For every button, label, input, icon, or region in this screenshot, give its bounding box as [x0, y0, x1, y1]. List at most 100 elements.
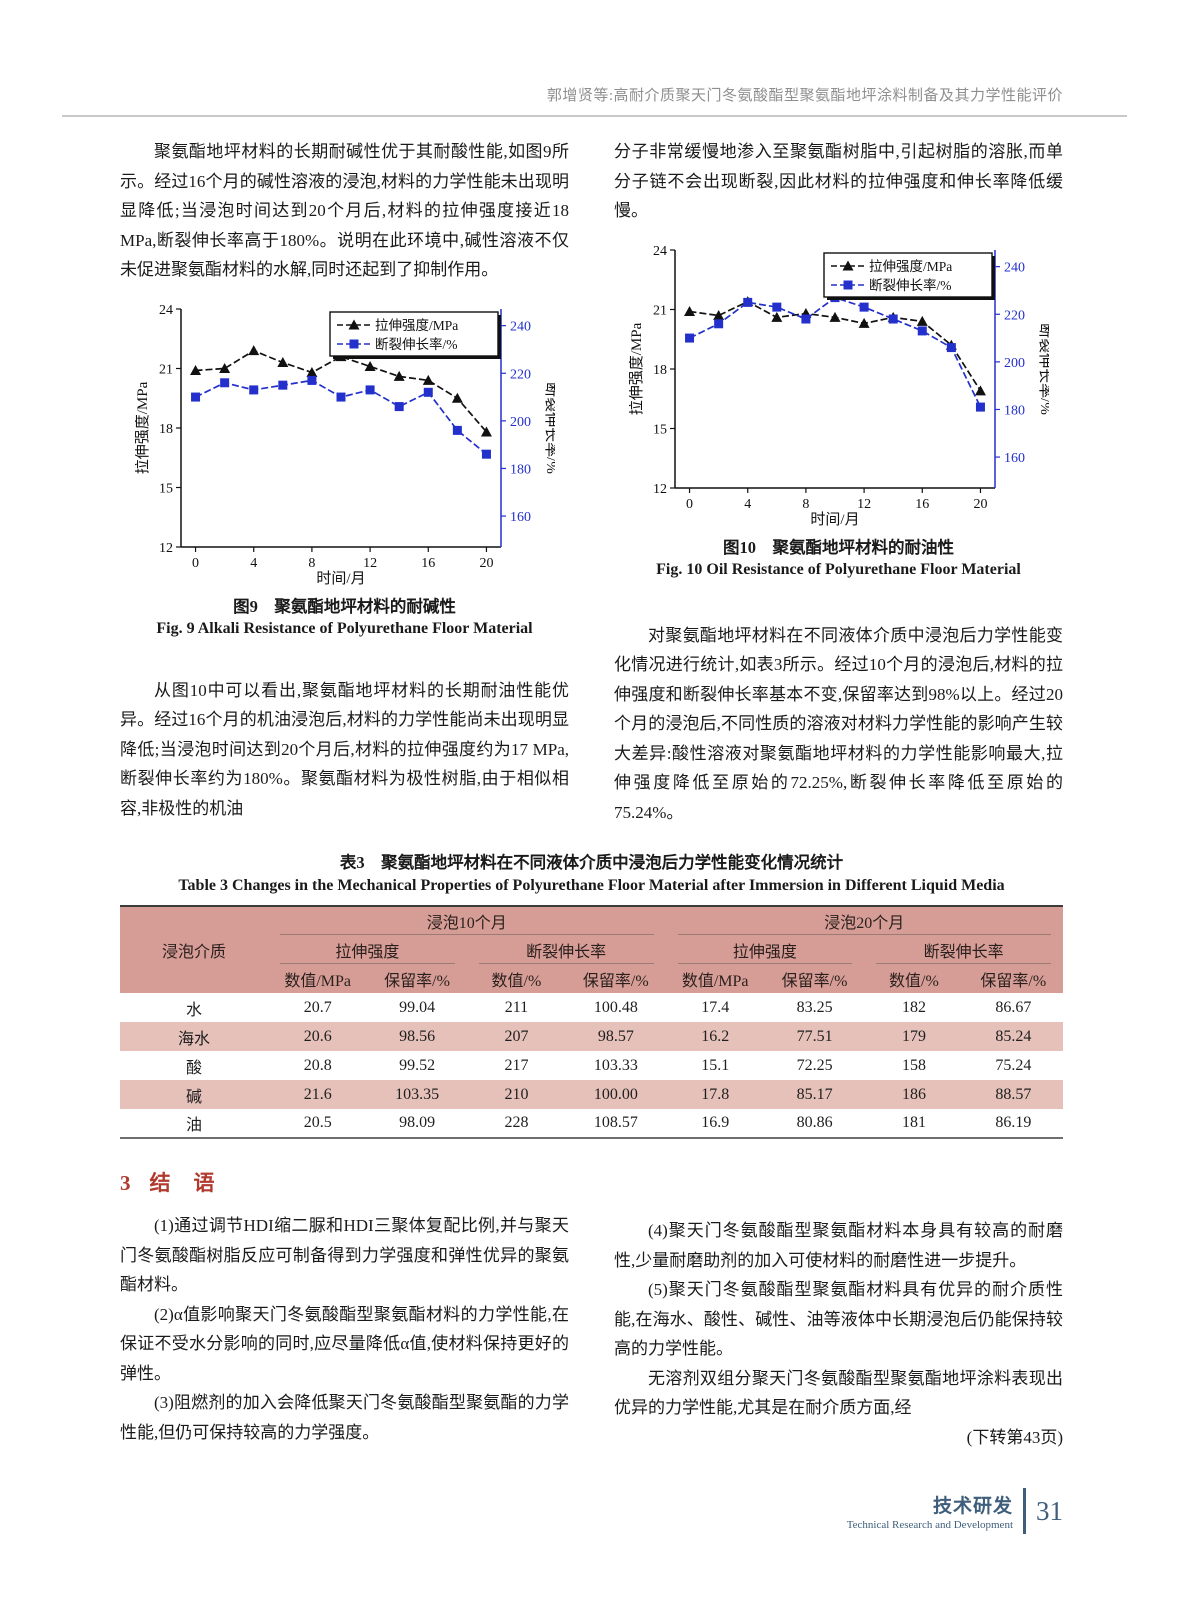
header-col-1: 保留率/% [384, 972, 450, 990]
table-cell: 228 [504, 1114, 529, 1131]
svg-text:240: 240 [1004, 260, 1025, 275]
svg-text:18: 18 [159, 422, 173, 437]
table-cell: 182 [901, 998, 926, 1016]
figure9-caption: 图9 聚氨酯地坪材料的耐碱性 Fig. 9 Alkali Resistance … [120, 593, 569, 638]
table-cell: 16.2 [701, 1027, 730, 1045]
table-row: 水 20.7 99.04 211 100.48 17.4 83.25 182 86.67 [120, 993, 1063, 1022]
svg-text:24: 24 [653, 244, 667, 259]
content: 聚氨酯地坪材料的长期耐碱性优于其耐酸性能,如图9所示。经过16个月的碱性溶液的浸… [0, 117, 1187, 1452]
body-columns: 聚氨酯地坪材料的长期耐碱性优于其耐酸性能,如图9所示。经过16个月的碱性溶液的浸… [120, 137, 1063, 827]
svg-text:断裂伸长率/%: 断裂伸长率/% [543, 382, 555, 474]
table-cell: 98.56 [399, 1027, 436, 1045]
table-cell: 100.48 [593, 998, 638, 1016]
page-footer: 技术研发 Technical Research and Development … [847, 1488, 1063, 1534]
svg-text:24: 24 [159, 303, 173, 318]
header-col-4: 数值/MPa [681, 972, 749, 990]
header-sub-tensile-20: 拉伸强度 [666, 935, 865, 964]
table-cell: 20.6 [303, 1027, 332, 1045]
table-cell: 85.17 [796, 1085, 833, 1103]
svg-text:时间/月: 时间/月 [810, 511, 859, 528]
table-3: 浸泡介质 浸泡10个月 浸泡20个月 拉伸强度 断裂伸长率 拉伸强度 断裂伸长率… [120, 905, 1063, 1139]
svg-text:断裂伸长率/%: 断裂伸长率/% [869, 277, 952, 293]
right-column: 分子非常缓慢地渗入至聚氨酯树脂中,引起树脂的溶胀,而单分子链不会出现断裂,因此材… [614, 137, 1063, 827]
table-cell: 108.57 [593, 1114, 638, 1131]
conclusion-item-6: 无溶剂双组分聚天门冬氨酸酯型聚氨酯地坪涂料表现出优异的力学性能,尤其是在耐介质方… [614, 1368, 1063, 1418]
running-header: 郭增贤等:高耐介质聚天门冬氨酸酯型聚氨酯地坪涂料制备及其力学性能评价 [546, 88, 1063, 104]
table-cell: 水 [185, 1001, 202, 1019]
svg-text:拉伸强度/MPa: 拉伸强度/MPa [869, 259, 952, 274]
figure10-caption-cn: 图10 聚氨酯地坪材料的耐油性 [723, 537, 954, 557]
footer-divider [1023, 1488, 1026, 1534]
header-sub-tensile-10: 拉伸强度 [268, 935, 467, 964]
footer-section-cn: 技术研发 [932, 1496, 1013, 1517]
svg-text:240: 240 [510, 319, 531, 334]
figure10-caption: 图10 聚氨酯地坪材料的耐油性 Fig. 10 Oil Resistance o… [614, 534, 1063, 579]
figure9-caption-cn: 图9 聚氨酯地坪材料的耐碱性 [233, 596, 456, 616]
figure10-caption-en: Fig. 10 Oil Resistance of Polyurethane F… [656, 560, 1021, 578]
table-cell: 20.8 [303, 1056, 332, 1074]
table-cell: 186 [901, 1085, 926, 1103]
footer-section-en: Technical Research and Development [846, 1519, 1013, 1531]
svg-text:21: 21 [159, 362, 173, 377]
svg-text:拉伸强度/MPa: 拉伸强度/MPa [135, 381, 151, 474]
table-cell: 20.7 [303, 998, 332, 1016]
footer-section-labels: 技术研发 Technical Research and Development [847, 1491, 1013, 1531]
svg-text:200: 200 [510, 414, 531, 429]
table-cell: 80.86 [796, 1114, 833, 1131]
svg-text:15: 15 [653, 422, 667, 437]
paragraph-oil-resistance: 从图10中可以看出,聚氨酯地坪材料的长期耐油性能优异。经过16个月的机油浸泡后,… [120, 680, 569, 818]
table3-title-cn: 表3 聚氨酯地坪材料在不同液体介质中浸泡后力学性能变化情况统计 [339, 853, 844, 872]
table-3-header: 浸泡介质 浸泡10个月 浸泡20个月 拉伸强度 断裂伸长率 拉伸强度 断裂伸长率… [120, 906, 1063, 993]
header-col-0: 数值/MPa [284, 972, 352, 990]
svg-text:12: 12 [159, 541, 173, 556]
table-row: 酸 20.8 99.52 217 103.33 15.1 72.25 158 75.24 [120, 1051, 1063, 1080]
paragraph-table-intro: 对聚氨酯地坪材料在不同液体介质中浸泡后力学性能变化情况进行统计,如表3所示。经过… [614, 625, 1063, 822]
table-cell: 海水 [177, 1030, 210, 1048]
table-cell: 20.5 [303, 1114, 332, 1131]
table-cell: 15.1 [701, 1056, 730, 1074]
conclusion-left-column: 3 结 语 (1)通过调节HDI缩二脲和HDI三聚体复配比例,并与聚天门冬氨酸酯树… [120, 1167, 569, 1452]
table-cell: 100.00 [593, 1085, 638, 1103]
table-3-body: 水 20.7 99.04 211 100.48 17.4 83.25 182 86.67 海水 20… [120, 993, 1063, 1138]
left-column: 聚氨酯地坪材料的长期耐碱性优于其耐酸性能,如图9所示。经过16个月的碱性溶液的浸… [120, 137, 569, 827]
table3-title-en: Table 3 Changes in the Mechanical Proper… [178, 877, 1005, 894]
table-cell: 158 [901, 1056, 926, 1074]
figure9-chart: 12 15 18 21 24 160 180 200 220 240 0 4 8 12 16 20 拉伸强度/M… [135, 303, 555, 587]
page: 郭增贤等:高耐介质聚天门冬氨酸酯型聚氨酯地坪涂料制备及其力学性能评价 聚氨酯地坪… [0, 88, 1187, 1534]
svg-text:12: 12 [857, 497, 871, 512]
table-cell: 83.25 [796, 998, 833, 1016]
table-cell: 99.04 [399, 998, 436, 1016]
table-cell: 16.9 [701, 1114, 730, 1131]
table-cell: 181 [901, 1114, 926, 1131]
conclusion-item-1: (1)通过调节HDI缩二脲和HDI三聚体复配比例,并与聚天门冬氨酸酯树脂反应可制… [120, 1216, 569, 1294]
figure-9: 12 15 18 21 24 160 180 200 220 240 0 4 8 12 16 20 拉伸强度/M… [120, 299, 569, 638]
table-cell: 99.52 [399, 1056, 436, 1074]
table-cell: 88.57 [995, 1085, 1032, 1103]
header-col-5: 保留率/% [781, 972, 848, 990]
table-cell: 85.24 [995, 1027, 1032, 1045]
header-sub-elongation-20: 断裂伸长率 [864, 935, 1063, 964]
svg-text:12: 12 [653, 482, 667, 497]
table-cell: 103.35 [395, 1085, 440, 1103]
table-cell: 86.19 [995, 1114, 1032, 1131]
header-media: 浸泡介质 [161, 944, 226, 961]
header-group-20months: 浸泡20个月 [666, 906, 1064, 935]
svg-text:18: 18 [653, 363, 667, 378]
header-col-2: 数值/% [491, 972, 542, 990]
figure10-chart: 12 15 18 21 24 160 180 200 220 240 0 4 8 12 16 20 拉伸强度/M… [629, 244, 1049, 528]
svg-text:断裂伸长率/%: 断裂伸长率/% [375, 336, 458, 352]
svg-text:拉伸强度/MPa: 拉伸强度/MPa [629, 322, 645, 415]
header-col-6: 数值/% [889, 972, 939, 990]
page-number: 31 [1036, 1495, 1063, 1526]
conclusion-heading-number: 3 [120, 1171, 132, 1195]
svg-text:220: 220 [510, 367, 531, 382]
table-cell: 72.25 [796, 1056, 833, 1074]
table-cell: 98.09 [399, 1114, 436, 1131]
svg-text:8: 8 [308, 556, 315, 571]
table-cell: 21.6 [303, 1085, 332, 1103]
svg-text:220: 220 [1004, 308, 1025, 323]
conclusion-heading: 3 结 语 [120, 1167, 569, 1197]
header-group-10months: 浸泡10个月 [268, 906, 666, 935]
table-cell: 86.67 [995, 998, 1032, 1016]
table-cell: 103.33 [593, 1056, 638, 1074]
